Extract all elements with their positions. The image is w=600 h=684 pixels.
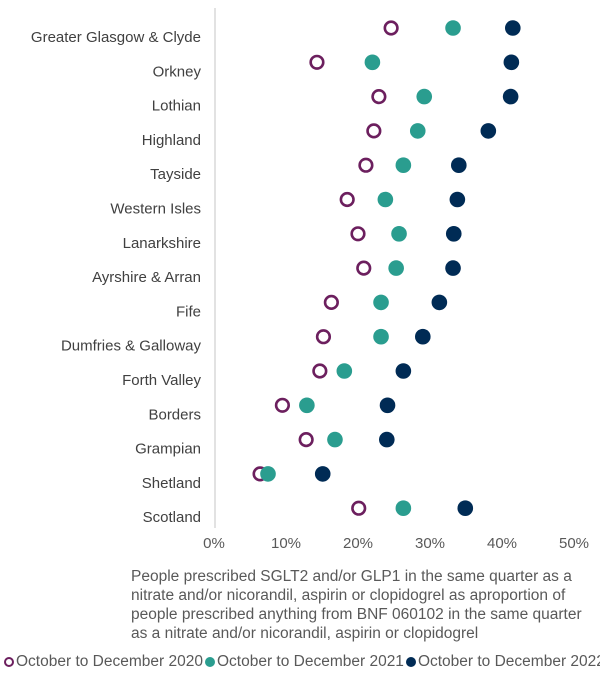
- data-point-2021: [373, 294, 389, 311]
- x-tick-label: 0%: [203, 535, 225, 552]
- x-tick-label: 30%: [415, 535, 445, 552]
- data-point-2020: [351, 500, 367, 516]
- data-point-2021: [391, 226, 407, 242]
- data-point-2021: [377, 191, 394, 208]
- data-point-2022: [445, 260, 461, 276]
- data-point-2022: [457, 500, 474, 516]
- category-label: Shetland: [142, 475, 201, 492]
- legend-label: October to December 2021: [216, 653, 404, 670]
- data-point-2021: [395, 500, 412, 516]
- data-point-2021: [388, 260, 404, 276]
- data-point-2022: [415, 328, 431, 345]
- category-label: Borders: [148, 406, 201, 423]
- data-point-2022: [505, 20, 521, 36]
- category-label: Highland: [142, 132, 201, 149]
- legend-item-2021: October to December 2021: [204, 653, 404, 671]
- data-point-2020: [366, 123, 382, 139]
- category-label: Tayside: [150, 166, 201, 183]
- category-label: Greater Glasgow & Clyde: [31, 29, 201, 46]
- category-label: Fife: [176, 303, 201, 320]
- legend: October to December 2020 October to Dece…: [4, 653, 600, 671]
- category-label: Dumfries & Galloway: [61, 338, 202, 355]
- data-point-2022: [395, 363, 412, 379]
- data-point-2022: [445, 226, 462, 242]
- data-point-2020: [339, 191, 355, 208]
- category-label: Western Isles: [110, 201, 201, 218]
- data-point-2021: [327, 431, 343, 448]
- data-point-2020: [356, 260, 372, 276]
- data-point-2020: [309, 54, 325, 70]
- data-point-2022: [503, 54, 520, 71]
- data-point-2020: [358, 157, 374, 173]
- data-point-2022: [431, 294, 448, 311]
- data-point-2021: [260, 466, 276, 482]
- data-point-2021: [373, 328, 389, 345]
- category-label: Grampian: [135, 441, 201, 458]
- x-tick-label: 50%: [559, 535, 589, 552]
- data-point-2021: [409, 123, 426, 139]
- x-tick-label: 40%: [487, 535, 517, 552]
- category-label: Ayrshire & Arran: [92, 269, 201, 286]
- category-label: Lanarkshire: [123, 235, 201, 252]
- data-point-2020: [383, 20, 399, 36]
- hollow-circle-marker-icon: [4, 657, 14, 667]
- data-point-2022: [480, 123, 497, 139]
- data-point-2020: [323, 294, 339, 311]
- legend-label: October to December 2020: [16, 653, 203, 670]
- x-tick-label: 20%: [343, 535, 373, 552]
- data-point-2022: [379, 431, 395, 448]
- filled-circle-marker-icon: [204, 657, 215, 667]
- data-point-2020: [371, 88, 387, 105]
- filled-circle-marker-icon: [405, 657, 416, 667]
- data-point-2020: [315, 329, 332, 345]
- legend-item-2020: October to December 2020: [4, 653, 203, 671]
- legend-label: October to December 2022: [417, 653, 600, 670]
- data-point-2022: [502, 88, 519, 105]
- data-point-2020: [312, 363, 328, 379]
- data-point-2021: [395, 157, 412, 173]
- data-point-2022: [451, 157, 467, 173]
- data-point-2021: [336, 363, 353, 379]
- data-point-2020: [298, 432, 314, 448]
- category-label: Scotland: [143, 509, 201, 526]
- x-axis-label: People prescribed SGLT2 and/or GLP1 in t…: [131, 568, 582, 642]
- data-point-2022: [449, 191, 466, 208]
- category-label: Orkney: [153, 63, 202, 80]
- data-point-2021: [445, 20, 461, 36]
- data-point-2020: [350, 226, 366, 242]
- legend-item-2022: October to December 2022: [405, 653, 600, 671]
- category-label: Lothian: [152, 98, 201, 115]
- dot-plot-chart: 0% 10% 20% 30% 40% 50% Greater Glasgow & Clyde…: [31, 8, 589, 552]
- data-point-2022: [314, 466, 331, 482]
- data-point-2022: [379, 397, 396, 414]
- data-point-2020: [274, 397, 291, 413]
- x-tick-label: 10%: [271, 535, 301, 552]
- category-label: Forth Valley: [122, 372, 201, 389]
- data-point-2021: [299, 397, 315, 414]
- data-point-2021: [364, 54, 381, 71]
- data-point-2021: [416, 88, 433, 105]
